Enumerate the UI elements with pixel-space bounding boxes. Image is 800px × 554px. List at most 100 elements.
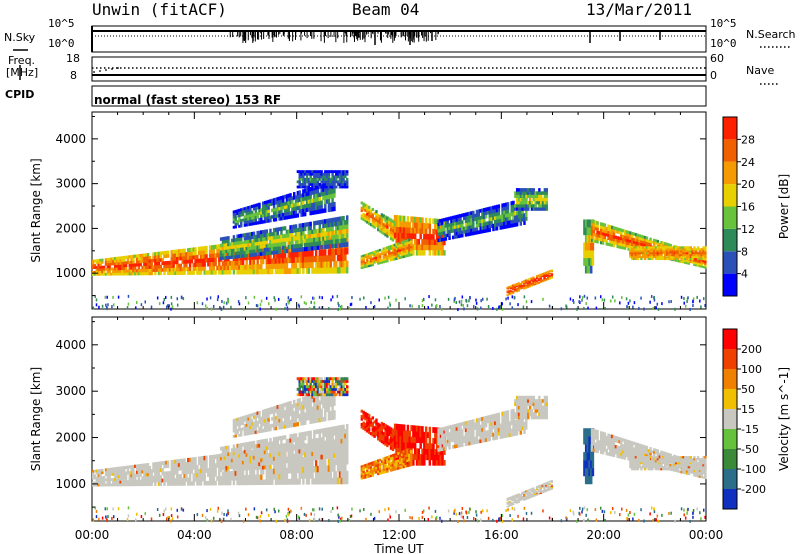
power-cell <box>541 197 545 202</box>
power-cell <box>141 256 144 261</box>
velocity-cell <box>134 464 137 468</box>
power-cell <box>651 253 654 257</box>
power-cell <box>260 230 263 235</box>
power-cell <box>382 214 385 218</box>
velocity-cell <box>170 478 174 483</box>
velocity-cell <box>128 482 131 487</box>
power-cell <box>274 235 278 240</box>
power-cell <box>285 212 289 216</box>
velocity-cell <box>278 462 281 469</box>
power-cell <box>369 215 373 219</box>
power-cell <box>369 256 373 259</box>
power-cell <box>490 216 493 221</box>
power-cell <box>434 223 437 230</box>
power-cell <box>647 248 650 251</box>
power-cell <box>488 210 491 215</box>
power-cell <box>442 224 446 229</box>
velocity-cell <box>340 477 343 485</box>
velocity-cell <box>95 481 99 485</box>
power-cell <box>143 271 146 276</box>
power-cell <box>654 250 658 253</box>
power-cell <box>499 225 502 230</box>
power-cell <box>616 239 619 243</box>
power-cell <box>329 193 332 199</box>
power-cell <box>303 180 307 184</box>
velocity-cell <box>218 454 221 459</box>
power-cell <box>214 257 217 262</box>
power-cell <box>406 254 409 258</box>
power-cell <box>397 256 400 260</box>
power-cell <box>477 212 481 217</box>
power-cell <box>344 182 347 186</box>
power-cell <box>424 233 428 240</box>
power-cell <box>294 195 298 200</box>
power-cell <box>696 257 700 261</box>
velocity-cell <box>203 460 206 465</box>
power-cell <box>285 197 289 202</box>
power-cell <box>546 275 550 278</box>
power-cell <box>333 201 336 207</box>
power-cell <box>526 278 530 281</box>
power-cell <box>384 227 387 231</box>
power-cell <box>208 253 212 259</box>
power-cell <box>307 187 311 192</box>
velocity-cell <box>261 461 265 466</box>
power-cell <box>663 250 667 253</box>
power-cell <box>318 200 322 206</box>
power-cell <box>269 202 272 207</box>
velocity-cell <box>241 442 245 447</box>
velocity-cell <box>208 463 212 469</box>
power-cell <box>366 220 369 224</box>
velocity-cell <box>260 464 263 470</box>
power-speckle <box>627 301 630 305</box>
power-cell <box>380 252 384 256</box>
power-cell <box>302 222 305 228</box>
power-cell <box>423 228 426 235</box>
power-cell <box>322 249 325 256</box>
power-cell <box>137 269 141 273</box>
power-cell <box>432 228 435 235</box>
power-cell <box>483 225 486 230</box>
power-cell <box>219 269 223 275</box>
power-cell <box>320 261 323 268</box>
power-cell <box>265 253 269 260</box>
velocity-cell <box>101 468 104 472</box>
power-cell <box>311 237 314 243</box>
power-cell <box>234 212 237 216</box>
power-cell <box>511 285 515 288</box>
power-cell <box>586 265 590 274</box>
power-cell <box>532 188 536 192</box>
power-cell <box>123 264 126 268</box>
power-cell <box>442 227 446 232</box>
power-cell <box>448 236 451 240</box>
power-cell <box>536 197 539 202</box>
power-cell <box>322 219 325 224</box>
velocity-cell <box>93 476 97 480</box>
power-cell <box>115 267 119 271</box>
power-cell <box>108 265 111 269</box>
power-cell <box>340 185 343 189</box>
power-cell <box>225 249 228 253</box>
power-cell <box>119 261 122 265</box>
power-cell <box>117 259 121 263</box>
power-speckle <box>583 306 585 310</box>
power-cell <box>300 175 303 179</box>
power-speckle <box>370 301 372 305</box>
power-cell <box>240 221 243 225</box>
power-cell <box>654 239 658 243</box>
power-cell <box>185 252 188 257</box>
velocity-cell <box>104 470 108 474</box>
freq-left-tick-top: 18 <box>66 52 80 65</box>
power-cell <box>649 255 652 259</box>
velocity-cell <box>218 476 221 481</box>
power-speckle <box>337 301 339 305</box>
power-cell <box>227 269 230 275</box>
power-speckle <box>513 295 516 299</box>
power-cell <box>399 251 402 255</box>
velocity-cell <box>112 483 115 487</box>
velocity-cell <box>223 475 226 481</box>
power-cell <box>415 244 419 251</box>
power-cell <box>680 258 683 261</box>
power-cell <box>364 208 367 212</box>
power-cell <box>247 217 250 221</box>
